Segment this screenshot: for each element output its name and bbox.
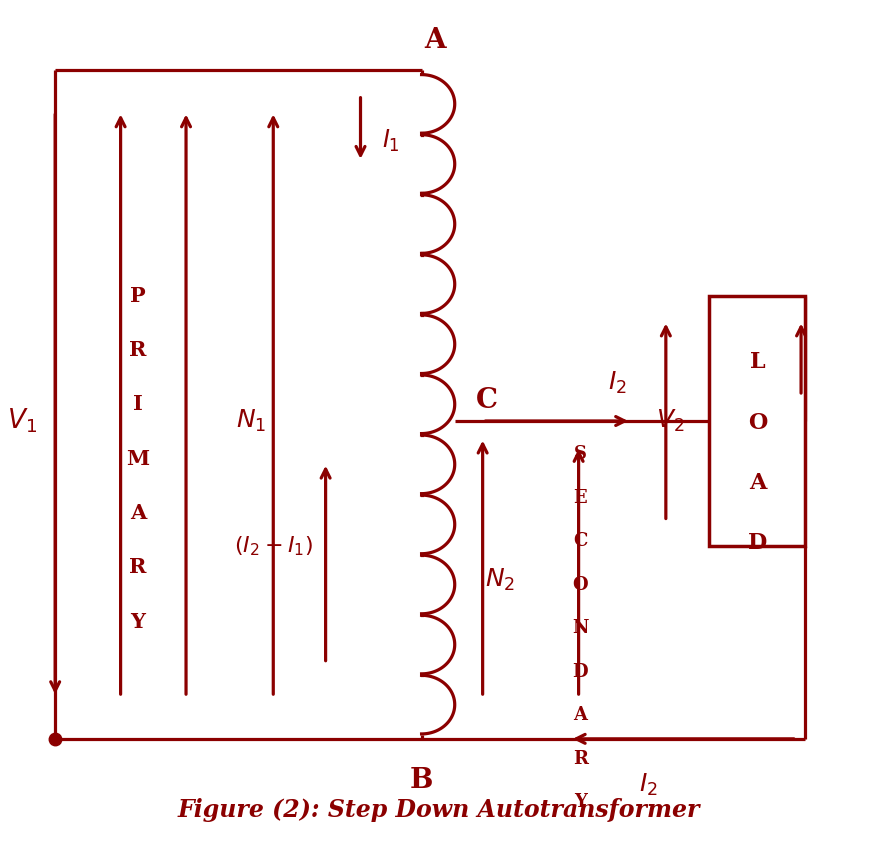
Text: L: L bbox=[749, 351, 765, 374]
Text: O: O bbox=[747, 412, 766, 434]
Bar bbox=[709, 296, 804, 546]
Text: O: O bbox=[572, 576, 588, 594]
Text: $I_2$: $I_2$ bbox=[608, 370, 626, 397]
Text: Y: Y bbox=[574, 793, 586, 812]
Text: C: C bbox=[573, 532, 587, 551]
Text: $V_1$: $V_1$ bbox=[7, 407, 37, 435]
Text: R: R bbox=[129, 557, 146, 578]
Text: $(I_2 -I_1)$: $(I_2 -I_1)$ bbox=[233, 535, 312, 558]
Text: $V_2$: $V_2$ bbox=[655, 408, 684, 434]
Text: $N_1$: $N_1$ bbox=[236, 408, 267, 434]
Text: D: D bbox=[572, 663, 588, 681]
Text: S: S bbox=[574, 445, 586, 463]
Text: P: P bbox=[130, 285, 146, 306]
Text: A: A bbox=[573, 706, 587, 724]
Text: $N_2$: $N_2$ bbox=[484, 567, 515, 593]
Text: Figure (2): Step Down Autotransformer: Figure (2): Step Down Autotransformer bbox=[177, 798, 700, 822]
Text: R: R bbox=[129, 340, 146, 360]
Text: E: E bbox=[573, 489, 587, 507]
Text: $I_1$: $I_1$ bbox=[381, 128, 400, 154]
Text: R: R bbox=[572, 750, 588, 768]
Text: Y: Y bbox=[131, 612, 146, 632]
Text: N: N bbox=[572, 620, 588, 637]
Text: A: A bbox=[130, 503, 146, 523]
Text: $I_2$: $I_2$ bbox=[638, 772, 657, 798]
Text: A: A bbox=[748, 472, 766, 494]
Text: C: C bbox=[475, 386, 497, 413]
Text: A: A bbox=[424, 27, 445, 54]
Text: M: M bbox=[126, 449, 149, 469]
Text: B: B bbox=[410, 767, 432, 794]
Text: D: D bbox=[747, 532, 766, 554]
Text: I: I bbox=[133, 394, 143, 414]
